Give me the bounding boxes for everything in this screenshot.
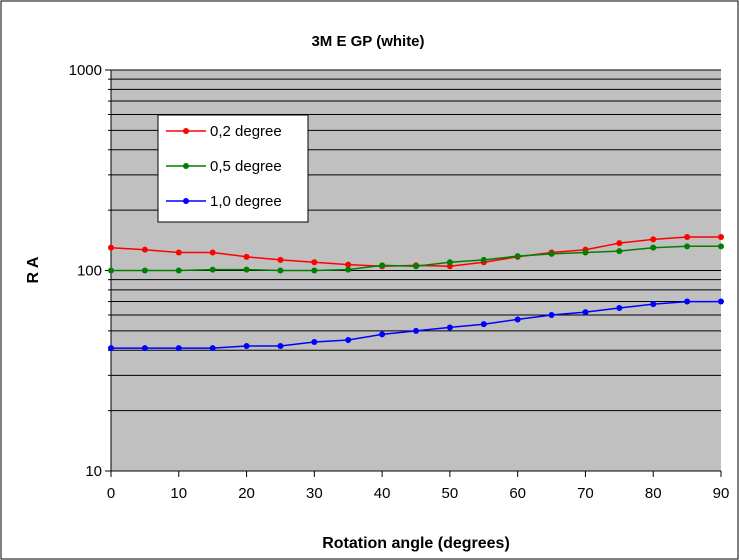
chart-title: 3M E GP (white): [311, 33, 424, 50]
legend-marker: [183, 128, 189, 134]
data-point: [379, 331, 386, 338]
x-axis-label: Rotation angle (degrees): [322, 535, 510, 552]
data-point: [514, 316, 521, 323]
data-point: [345, 337, 352, 344]
x-tick-label: 40: [374, 485, 391, 502]
data-point: [311, 267, 318, 274]
x-tick-label: 30: [306, 485, 323, 502]
data-point: [311, 338, 318, 345]
data-point: [616, 240, 623, 247]
y-tick-label: 1000: [69, 62, 102, 79]
data-point: [209, 249, 216, 256]
data-point: [345, 261, 352, 268]
data-point: [718, 243, 724, 250]
y-tick-label: 100: [77, 263, 102, 280]
data-point: [277, 343, 284, 350]
data-point: [209, 266, 216, 273]
data-point: [243, 343, 250, 350]
x-tick-label: 10: [170, 485, 187, 502]
legend-label: 0,5 degree: [210, 158, 282, 175]
legend-label: 1,0 degree: [210, 193, 282, 210]
data-point: [243, 253, 250, 260]
y-tick-label: 10: [85, 463, 102, 480]
data-point: [684, 233, 691, 240]
data-point: [413, 327, 419, 334]
data-point: [175, 345, 182, 352]
data-point: [277, 256, 284, 263]
data-point: [650, 244, 657, 251]
x-tick-label: 20: [238, 485, 255, 502]
data-point: [175, 249, 182, 256]
data-point: [650, 236, 657, 243]
data-point: [108, 345, 114, 352]
data-point: [514, 253, 521, 260]
x-tick-label: 0: [107, 485, 115, 502]
x-tick-label: 90: [713, 485, 730, 502]
data-point: [141, 345, 148, 352]
data-point: [277, 267, 284, 274]
data-point: [616, 305, 623, 312]
legend-label: 0,2 degree: [210, 123, 282, 140]
data-point: [650, 301, 657, 308]
x-tick-label: 50: [442, 485, 459, 502]
data-point: [108, 267, 114, 274]
data-point: [446, 324, 453, 331]
data-point: [718, 298, 724, 305]
data-point: [582, 249, 589, 256]
data-point: [413, 263, 419, 270]
data-point: [480, 256, 487, 263]
x-tick-label: 80: [645, 485, 662, 502]
legend-marker: [183, 163, 189, 169]
data-point: [684, 298, 691, 305]
data-point: [141, 246, 148, 253]
data-point: [175, 267, 182, 274]
y-axis-label: R A: [25, 256, 42, 283]
data-point: [718, 233, 724, 240]
x-tick-label: 60: [509, 485, 526, 502]
data-point: [379, 262, 386, 269]
data-point: [108, 244, 114, 251]
legend-box: [157, 114, 309, 223]
x-tick-label: 70: [577, 485, 594, 502]
data-point: [582, 309, 589, 316]
data-point: [243, 266, 250, 273]
data-point: [548, 250, 555, 257]
data-point: [311, 259, 318, 266]
data-point: [141, 267, 148, 274]
legend: 0,2 degree 0,5 degree 1,0 degree: [157, 114, 309, 223]
data-point: [480, 321, 487, 328]
data-point: [345, 266, 352, 273]
legend-marker: [183, 198, 189, 204]
data-point: [684, 243, 691, 250]
data-point: [616, 248, 623, 255]
data-point: [209, 345, 216, 352]
data-point: [548, 311, 555, 318]
data-point: [446, 259, 453, 266]
